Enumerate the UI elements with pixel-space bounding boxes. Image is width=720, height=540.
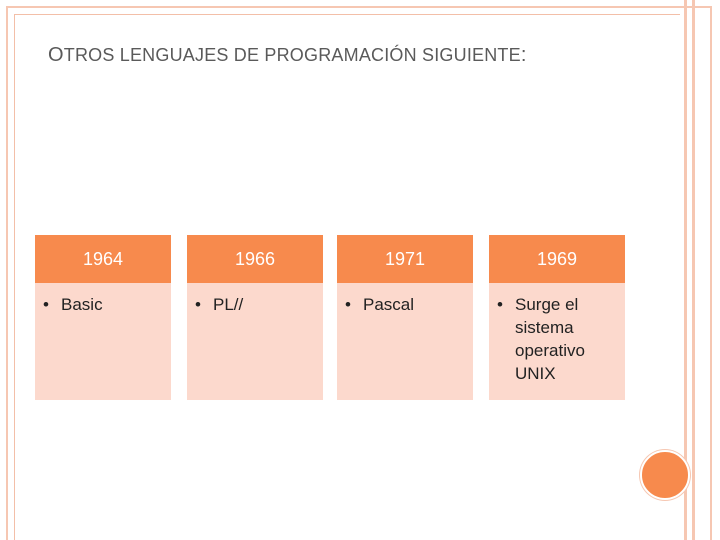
timeline-column: 1966 • PL// — [187, 235, 323, 400]
title-text: TROS LENGUAJES DE PROGRAMACIÓN SIGUIENTE — [63, 45, 521, 65]
year-content: • Pascal — [337, 283, 473, 400]
timeline-column: 1969 • Surge el sistema operativo UNIX — [489, 235, 625, 400]
bullet-text: Surge el sistema operativo UNIX — [515, 295, 585, 383]
slide-frame-outer — [6, 6, 712, 540]
year-header: 1966 — [187, 235, 323, 283]
bullet-text: Pascal — [363, 295, 415, 314]
decorative-rail — [684, 0, 687, 540]
bullet-text: Basic — [61, 295, 103, 314]
year-content: • Surge el sistema operativo UNIX — [489, 283, 625, 400]
bullet-icon: • — [345, 295, 351, 314]
bullet-item: • Pascal — [345, 293, 465, 316]
bullet-item: • PL// — [195, 293, 315, 316]
slide-frame-inner — [14, 14, 680, 540]
bullet-item: • Basic — [43, 293, 163, 316]
slide-title: OTROS LENGUAJES DE PROGRAMACIÓN SIGUIENT… — [48, 44, 527, 67]
timeline-column: 1964 • Basic — [35, 235, 171, 400]
year-content: • PL// — [187, 283, 323, 400]
decorative-rail — [692, 0, 695, 540]
year-content: • Basic — [35, 283, 171, 400]
bullet-item: • Surge el sistema operativo UNIX — [497, 293, 617, 385]
title-colon: : — [520, 44, 527, 66]
title-initial: O — [48, 44, 64, 66]
bullet-icon: • — [497, 295, 503, 314]
bullet-icon: • — [43, 295, 49, 314]
year-header: 1964 — [35, 235, 171, 283]
decorative-circle — [640, 450, 690, 500]
timeline-column: 1971 • Pascal — [337, 235, 473, 400]
bullet-text: PL// — [213, 295, 244, 314]
bullet-icon: • — [195, 295, 201, 314]
timeline: 1964 • Basic 1966 • PL// 1971 • Pascal 1… — [35, 235, 627, 400]
year-header: 1971 — [337, 235, 473, 283]
year-header: 1969 — [489, 235, 625, 283]
